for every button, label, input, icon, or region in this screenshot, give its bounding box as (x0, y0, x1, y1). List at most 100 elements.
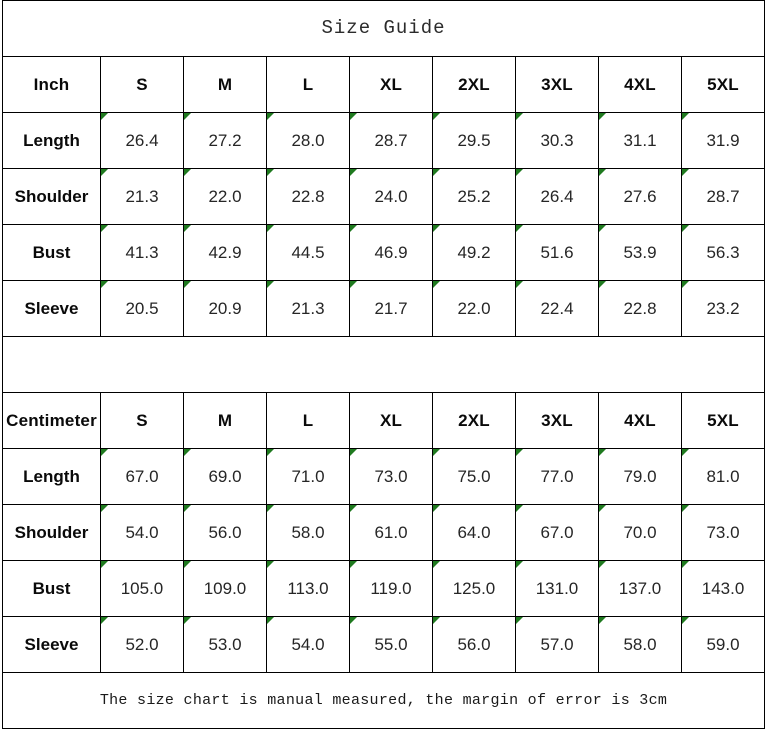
row-label-text: Length (23, 467, 80, 486)
measurement-value: 61.0 (374, 523, 408, 542)
text-number-marker-icon (184, 617, 191, 624)
size-header-label: 4XL (624, 411, 656, 430)
text-number-marker-icon (599, 169, 606, 176)
inch-shoulder-2xl: 25.2 (432, 168, 516, 225)
text-number-marker-icon (516, 449, 523, 456)
text-number-marker-icon (599, 113, 606, 120)
text-number-marker-icon (682, 505, 689, 512)
measurement-value: 77.0 (540, 467, 574, 486)
inch-sleeve-s: 20.5 (100, 280, 184, 337)
inch-size-header-xl: XL (349, 56, 433, 113)
inch-length-3xl: 30.3 (515, 112, 599, 169)
cm-length-3xl: 77.0 (515, 448, 599, 505)
cm-length-m: 69.0 (183, 448, 267, 505)
inch-size-header-3xl: 3XL (515, 56, 599, 113)
inch-row-0: Length 26.4 27.2 28.0 28.7 29.5 30.3 31.1 31.9 (2, 112, 765, 169)
size-header-label: XL (379, 411, 403, 430)
measurement-value: 24.0 (374, 187, 408, 206)
measurement-value: 22.0 (208, 187, 242, 206)
size-header-label: 5XL (707, 75, 739, 94)
measurement-value: 137.0 (618, 579, 662, 598)
inch-bust-l: 44.5 (266, 224, 350, 281)
inch-sleeve-2xl: 22.0 (432, 280, 516, 337)
inch-length-m: 27.2 (183, 112, 267, 169)
text-number-marker-icon (433, 225, 440, 232)
cm-length-2xl: 75.0 (432, 448, 516, 505)
measurement-value: 53.9 (623, 243, 657, 262)
measurement-value: 109.0 (203, 579, 247, 598)
measurement-value: 79.0 (623, 467, 657, 486)
measurement-value: 31.9 (706, 131, 740, 150)
inch-row-label-shoulder: Shoulder (2, 168, 101, 225)
measurement-value: 26.4 (540, 187, 574, 206)
size-header-label: 4XL (624, 75, 656, 94)
cm-sleeve-2xl: 56.0 (432, 616, 516, 673)
text-number-marker-icon (599, 281, 606, 288)
inch-row-label-bust: Bust (2, 224, 101, 281)
text-number-marker-icon (599, 449, 606, 456)
text-number-marker-icon (184, 505, 191, 512)
cm-size-header-s: S (100, 392, 184, 449)
measurement-value: 22.8 (623, 299, 657, 318)
size-header-label: S (136, 411, 148, 430)
text-number-marker-icon (101, 617, 108, 624)
cm-bust-l: 113.0 (266, 560, 350, 617)
inch-length-2xl: 29.5 (432, 112, 516, 169)
measurement-value: 69.0 (208, 467, 242, 486)
measurement-value: 113.0 (287, 579, 329, 598)
inch-size-header-s: S (100, 56, 184, 113)
inch-sleeve-3xl: 22.4 (515, 280, 599, 337)
inch-shoulder-5xl: 28.7 (680, 168, 765, 225)
inch-unit-label-text: Inch (33, 75, 70, 94)
row-label-text: Shoulder (14, 187, 89, 206)
inch-sleeve-5xl: 23.2 (680, 280, 765, 337)
cm-sleeve-s: 52.0 (100, 616, 184, 673)
cm-shoulder-s: 54.0 (100, 504, 184, 561)
cm-shoulder-2xl: 64.0 (432, 504, 516, 561)
cm-sleeve-xl: 55.0 (349, 616, 433, 673)
text-number-marker-icon (682, 281, 689, 288)
size-header-label: 2XL (458, 75, 490, 94)
inch-unit-label: Inch (2, 56, 101, 113)
measurement-value: 29.5 (457, 131, 491, 150)
measurement-value: 54.0 (125, 523, 159, 542)
text-number-marker-icon (267, 281, 274, 288)
measurement-value: 26.4 (125, 131, 159, 150)
cm-bust-xl: 119.0 (349, 560, 433, 617)
measurement-value: 71.0 (291, 467, 325, 486)
inch-shoulder-l: 22.8 (266, 168, 350, 225)
measurement-note-text: The size chart is manual measured, the m… (99, 692, 668, 709)
inch-bust-2xl: 49.2 (432, 224, 516, 281)
measurement-value: 21.7 (374, 299, 408, 318)
cm-size-header-xl: XL (349, 392, 433, 449)
size-header-label: S (136, 75, 148, 94)
cm-sleeve-5xl: 59.0 (680, 616, 765, 673)
text-number-marker-icon (267, 561, 274, 568)
text-number-marker-icon (267, 169, 274, 176)
text-number-marker-icon (682, 617, 689, 624)
cm-sleeve-l: 54.0 (266, 616, 350, 673)
text-number-marker-icon (350, 449, 357, 456)
cm-sleeve-m: 53.0 (183, 616, 267, 673)
text-number-marker-icon (350, 113, 357, 120)
inch-shoulder-3xl: 26.4 (515, 168, 599, 225)
measurement-value: 27.2 (208, 131, 242, 150)
text-number-marker-icon (433, 561, 440, 568)
measurement-value: 81.0 (706, 467, 740, 486)
measurement-value: 119.0 (370, 579, 412, 598)
measurement-value: 105.0 (120, 579, 164, 598)
cm-row-1: Shoulder 54.0 56.0 58.0 61.0 64.0 67.0 70.0 73.0 (2, 504, 765, 561)
inch-size-header-5xl: 5XL (680, 56, 765, 113)
row-label-text: Length (23, 131, 80, 150)
page-title-text: Size Guide (321, 17, 446, 39)
text-number-marker-icon (516, 225, 523, 232)
inch-sleeve-4xl: 22.8 (598, 280, 682, 337)
measurement-value: 41.3 (125, 243, 159, 262)
size-header-label: L (302, 75, 314, 94)
cm-length-4xl: 79.0 (598, 448, 682, 505)
cm-length-xl: 73.0 (349, 448, 433, 505)
measurement-value: 70.0 (623, 523, 657, 542)
text-number-marker-icon (350, 617, 357, 624)
